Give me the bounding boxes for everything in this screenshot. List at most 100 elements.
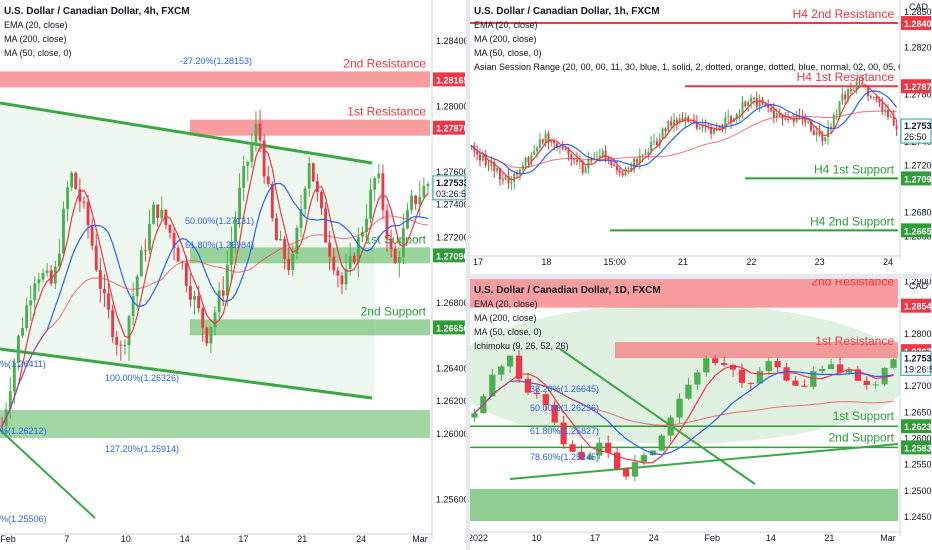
candle-body [867,87,870,97]
chart-usdcad-1h-canvas[interactable]: H4 2nd Resistance H4 1st Resistance H4 1st… [470,0,932,274]
candle-body [661,128,664,139]
candle-body [119,344,123,346]
candle-body [852,89,855,92]
candle-body [94,245,98,270]
level-label-0: 2nd Resistance [343,56,426,70]
candle-body [542,394,549,405]
candle-body [756,371,763,384]
demand-zone [0,410,430,438]
layout-divider-vertical[interactable] [466,0,470,550]
candle-body [135,276,139,297]
candle-body [783,367,790,381]
candle-body [476,151,479,155]
level-tag-box-1 [433,120,465,135]
candle-body [690,121,693,123]
candle-body [193,296,196,300]
legend-line-1: EMA (20, close) [4,20,68,30]
candle-body [633,159,636,170]
candle-body [238,187,242,220]
level-tag-box-0 [433,72,465,87]
candle-body [829,127,832,129]
candle-body [389,238,393,249]
candle-body [533,392,540,395]
time-tick-0: 17 [473,257,483,267]
legend-line-2: MA (200, close) [4,34,67,44]
countdown-tag: 26:50 [904,132,927,142]
layout-divider-horizontal[interactable] [470,274,932,279]
candle-body [836,364,844,373]
candle-body [246,161,250,166]
chart-usdcad-4h[interactable]: 2nd Resistance 1st Resistance 1st Support 2… [0,0,466,550]
level-label-1: H4 1st Resistance [797,70,895,84]
candle-body [844,94,847,100]
legend-line-4: Asian Session Range (20, 00, 00, 11, 30,… [474,62,932,72]
candle-body [29,300,33,306]
candle-body [45,270,49,274]
candle-body [344,268,348,285]
time-tick-2: 17 [590,533,600,543]
ema-20-line [1,146,429,427]
candle-body [524,378,532,393]
candle-body [328,242,332,257]
time-tick-4: 22 [746,257,756,267]
price-tick-2: 1.27600 [436,167,466,177]
legend-line-2: MA (200, close) [474,34,537,44]
candle-body [681,118,684,122]
candle-body [761,100,764,105]
candle-body [658,138,661,146]
candle-body [410,195,414,211]
level-tag-1: 1.27870 [904,82,932,92]
price-tick-7: 1.26200 [436,396,466,406]
candle-body [784,118,787,120]
candle-body [729,364,737,370]
chart-usdcad-1d[interactable]: 2nd Resistance 1st Resistance 1st Support 2… [470,279,932,550]
price-tick-8: 1.26000 [436,429,466,439]
candle-body [490,162,493,166]
candle-body [698,127,701,129]
price-tick-2: 1.27000 [904,381,932,391]
level-label-3: 2nd Support [361,304,427,318]
candle-body [658,435,665,451]
candle-body [37,279,41,284]
candle-body [188,285,192,300]
time-tick-4: Feb [705,533,721,543]
candle-body [570,154,573,160]
candle-body [225,264,229,296]
candle-body [33,283,37,301]
candle-body [744,101,747,107]
candle-body [111,309,115,338]
fib-label-6: %(1.26212) [0,426,47,436]
candle-body [863,380,870,385]
candle-body [262,140,266,177]
candle-body [336,270,340,276]
candle-body [471,413,478,418]
candle-body [478,154,481,161]
candle-body [484,155,487,166]
fib-label-4: 127.20%(1.25914) [105,444,179,454]
candle-body [49,270,53,284]
candle-body [610,160,613,165]
candle-body [501,179,504,181]
candle-body [470,145,473,148]
chart-usdcad-1d-canvas[interactable]: 2nd Resistance 1st Resistance 1st Support 2… [470,279,932,550]
time-tick-5: 21 [297,534,307,544]
price-tick-6: 1.25000 [904,486,932,496]
price-tick-3: 1.27400 [436,200,466,210]
candle-body [360,232,364,237]
candle-body [684,116,687,122]
price-tick-3: 1.26500 [904,407,932,417]
candle-body [647,151,650,155]
candle-body [730,116,733,122]
candle-body [810,371,817,387]
candle-body [74,172,78,189]
currency-label: CAD [909,2,929,12]
chart-usdcad-1h[interactable]: H4 2nd Resistance H4 1st Resistance H4 1st… [470,0,932,274]
candle-body [287,258,291,271]
price-tick-2: 1.27800 [904,90,932,100]
candle-body [703,358,710,373]
lower-trend-line [0,347,373,400]
level-tag-3: 1.25830 [904,443,932,453]
candle-body [861,82,864,85]
candle-body [827,127,830,138]
